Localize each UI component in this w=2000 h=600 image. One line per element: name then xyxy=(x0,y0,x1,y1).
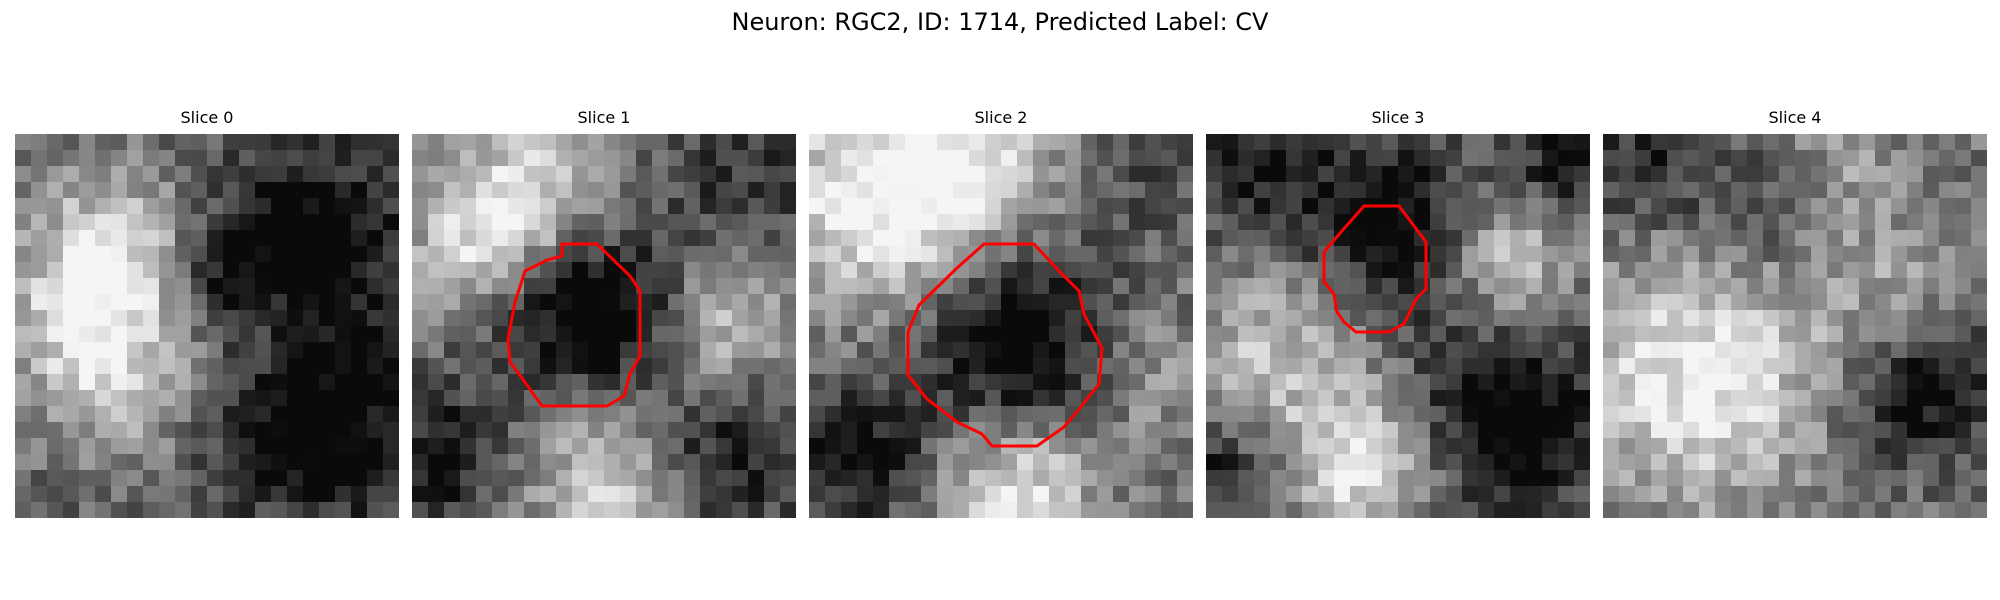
slice-title-3: Slice 3 xyxy=(1371,108,1425,127)
figure-title: Neuron: RGC2, ID: 1714, Predicted Label:… xyxy=(731,8,1269,36)
segmentation-contour xyxy=(506,242,642,408)
slice-image-1 xyxy=(412,134,796,518)
slice-panel-0: Slice 0 xyxy=(15,108,399,518)
slice-title-0: Slice 0 xyxy=(180,108,234,127)
slice-image-2 xyxy=(809,134,1193,518)
slice-panel-3: Slice 3 xyxy=(1206,108,1590,518)
slice-image-4 xyxy=(1603,134,1987,518)
slice-title-4: Slice 4 xyxy=(1768,108,1822,127)
slice-image-3 xyxy=(1206,134,1590,518)
slice-title-1: Slice 1 xyxy=(577,108,631,127)
segmentation-contour xyxy=(906,242,1104,448)
slice-title-2: Slice 2 xyxy=(974,108,1028,127)
segmentation-contour xyxy=(1322,204,1428,334)
slice-image-0 xyxy=(15,134,399,518)
slice-panel-4: Slice 4 xyxy=(1603,108,1987,518)
slice-panel-1: Slice 1 xyxy=(412,108,796,518)
slice-panel-2: Slice 2 xyxy=(809,108,1193,518)
